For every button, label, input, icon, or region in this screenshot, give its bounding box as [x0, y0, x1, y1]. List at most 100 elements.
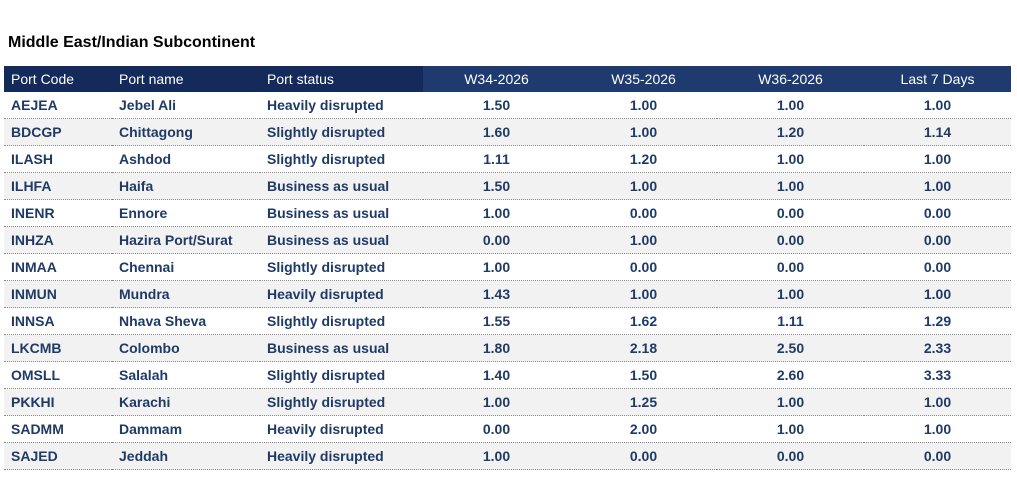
table-body: AEJEA Jebel Ali Heavily disrupted 1.50 1.00 1…: [4, 92, 1011, 470]
w35-value-cell: 1.00: [570, 226, 717, 254]
port-code-cell: AEJEA: [4, 92, 112, 119]
port-status-cell: Business as usual: [260, 226, 423, 254]
w36-value-cell: 0.00: [717, 199, 864, 227]
w36-value-cell: 0.00: [717, 253, 864, 281]
port-name-cell: Karachi: [112, 388, 260, 416]
port-status-cell: Slightly disrupted: [260, 307, 423, 335]
w35-value-cell: 0.00: [570, 253, 717, 281]
port-status-cell: Slightly disrupted: [260, 361, 423, 389]
port-name-cell: Dammam: [112, 415, 260, 443]
port-status-cell: Slightly disrupted: [260, 145, 423, 173]
table-row: INMUN Mundra Heavily disrupted 1.43 1.00 1.00…: [4, 280, 1011, 308]
last-7-days-value-cell: 2.33: [864, 334, 1011, 362]
w35-value-cell: 2.18: [570, 334, 717, 362]
port-status-cell: Business as usual: [260, 172, 423, 200]
table-row: LKCMB Colombo Business as usual 1.80 2.18 2.5…: [4, 334, 1011, 362]
header-w36: W36-2026: [717, 66, 864, 92]
port-name-cell: Ashdod: [112, 145, 260, 173]
w34-value-cell: 1.50: [423, 172, 570, 200]
port-name-cell: Colombo: [112, 334, 260, 362]
table-row: OMSLL Salalah Slightly disrupted 1.40 1.50 2.…: [4, 361, 1011, 389]
w34-value-cell: 0.00: [423, 415, 570, 443]
last-7-days-value-cell: 1.00: [864, 92, 1011, 119]
w36-value-cell: 1.00: [717, 415, 864, 443]
w35-value-cell: 0.00: [570, 442, 717, 470]
w36-value-cell: 0.00: [717, 226, 864, 254]
port-code-cell: OMSLL: [4, 361, 112, 389]
w35-value-cell: 1.20: [570, 145, 717, 173]
table-row: SAJED Jeddah Heavily disrupted 1.00 0.00 0.00…: [4, 442, 1011, 470]
w34-value-cell: 1.60: [423, 118, 570, 146]
last-7-days-value-cell: 1.29: [864, 307, 1011, 335]
port-code-cell: INMUN: [4, 280, 112, 308]
last-7-days-value-cell: 0.00: [864, 253, 1011, 281]
table-row: ILHFA Haifa Business as usual 1.50 1.00 1.00 1…: [4, 172, 1011, 200]
w35-value-cell: 2.00: [570, 415, 717, 443]
port-name-cell: Jebel Ali: [112, 92, 260, 119]
table-row: SADMM Dammam Heavily disrupted 0.00 2.00 1.00…: [4, 415, 1011, 443]
header-w35: W35-2026: [570, 66, 717, 92]
port-status-cell: Slightly disrupted: [260, 388, 423, 416]
port-status-cell: Heavily disrupted: [260, 92, 423, 119]
table-row: INNSA Nhava Sheva Slightly disrupted 1.55 1.…: [4, 307, 1011, 335]
w34-value-cell: 1.00: [423, 199, 570, 227]
section-title: Middle East/Indian Subcontinent: [8, 34, 256, 51]
last-7-days-value-cell: 1.00: [864, 172, 1011, 200]
port-name-cell: Chittagong: [112, 118, 260, 146]
port-code-cell: SADMM: [4, 415, 112, 443]
last-7-days-value-cell: 3.33: [864, 361, 1011, 389]
port-status-cell: Business as usual: [260, 199, 423, 227]
last-7-days-value-cell: 1.14: [864, 118, 1011, 146]
w36-value-cell: 1.11: [717, 307, 864, 335]
port-name-cell: Ennore: [112, 199, 260, 227]
table-row: INENR Ennore Business as usual 1.00 0.00 0.00…: [4, 199, 1011, 227]
table-row: INMAA Chennai Slightly disrupted 1.00 0.00 0.…: [4, 253, 1011, 281]
w34-value-cell: 0.00: [423, 226, 570, 254]
last-7-days-value-cell: 1.00: [864, 280, 1011, 308]
header-port-status: Port status: [260, 66, 423, 92]
port-name-cell: Mundra: [112, 280, 260, 308]
w34-value-cell: 1.55: [423, 307, 570, 335]
port-code-cell: INNSA: [4, 307, 112, 335]
w36-value-cell: 0.00: [717, 442, 864, 470]
port-status-table: Port Code Port name Port status W34-2026…: [4, 66, 1011, 470]
w36-value-cell: 1.00: [717, 388, 864, 416]
port-status-cell: Heavily disrupted: [260, 442, 423, 470]
last-7-days-value-cell: 1.00: [864, 388, 1011, 416]
header-port-name: Port name: [112, 66, 260, 92]
port-code-cell: ILASH: [4, 145, 112, 173]
port-code-cell: INHZA: [4, 226, 112, 254]
w36-value-cell: 1.00: [717, 172, 864, 200]
port-name-cell: Jeddah: [112, 442, 260, 470]
header-port-code: Port Code: [4, 66, 112, 92]
last-7-days-value-cell: 0.00: [864, 226, 1011, 254]
w34-value-cell: 1.11: [423, 145, 570, 173]
w35-value-cell: 1.62: [570, 307, 717, 335]
table-row: PKKHI Karachi Slightly disrupted 1.00 1.25 1.…: [4, 388, 1011, 416]
header-w34: W34-2026: [423, 66, 570, 92]
last-7-days-value-cell: 1.00: [864, 145, 1011, 173]
w34-value-cell: 1.00: [423, 253, 570, 281]
port-code-cell: PKKHI: [4, 388, 112, 416]
w34-value-cell: 1.00: [423, 388, 570, 416]
table-row: BDCGP Chittagong Slightly disrupted 1.60 1.0…: [4, 118, 1011, 146]
port-name-cell: Nhava Sheva: [112, 307, 260, 335]
w34-value-cell: 1.80: [423, 334, 570, 362]
w36-value-cell: 1.00: [717, 145, 864, 173]
w36-value-cell: 1.00: [717, 280, 864, 308]
w34-value-cell: 1.40: [423, 361, 570, 389]
w35-value-cell: 1.25: [570, 388, 717, 416]
w36-value-cell: 2.60: [717, 361, 864, 389]
w35-value-cell: 1.00: [570, 280, 717, 308]
port-name-cell: Hazira Port/Surat: [112, 226, 260, 254]
w34-value-cell: 1.43: [423, 280, 570, 308]
w35-value-cell: 0.00: [570, 199, 717, 227]
port-status-cell: Business as usual: [260, 334, 423, 362]
w35-value-cell: 1.00: [570, 118, 717, 146]
port-status-cell: Heavily disrupted: [260, 280, 423, 308]
w34-value-cell: 1.00: [423, 442, 570, 470]
last-7-days-value-cell: 1.00: [864, 415, 1011, 443]
w36-value-cell: 1.20: [717, 118, 864, 146]
table-header-row: Port Code Port name Port status W34-2026…: [4, 66, 1011, 92]
port-code-cell: ILHFA: [4, 172, 112, 200]
